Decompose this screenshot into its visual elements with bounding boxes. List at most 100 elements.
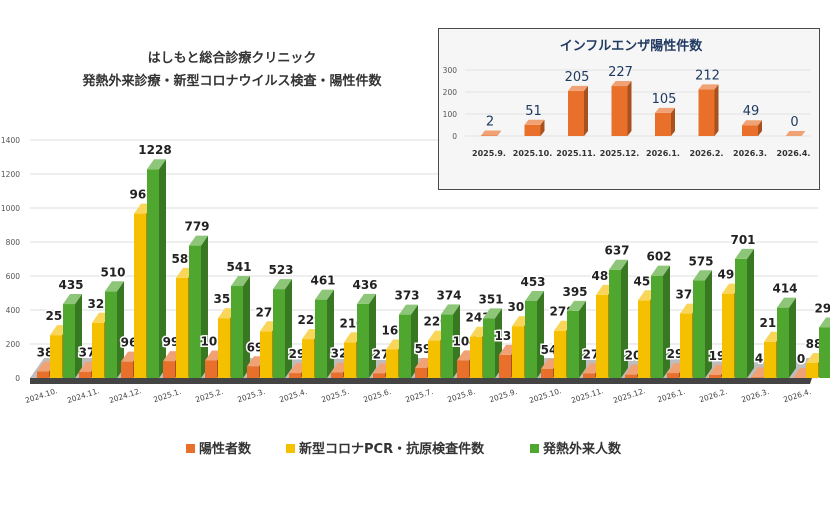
inset-data-label: 105 xyxy=(652,92,677,107)
x-tick-label: 2025.5. xyxy=(320,387,350,404)
bar xyxy=(693,270,712,378)
data-label: 37 xyxy=(79,346,96,360)
y-tick-label: 1200 xyxy=(1,170,20,179)
data-label: 38 xyxy=(37,346,54,360)
x-tick-label: 2025.2. xyxy=(194,387,224,404)
inset-y-tick-label: 300 xyxy=(443,66,458,75)
data-label: 523 xyxy=(268,263,293,277)
bar xyxy=(315,289,334,378)
bar xyxy=(525,290,544,378)
inset-y-tick-label: 100 xyxy=(443,110,458,119)
data-label: 88 xyxy=(806,337,823,351)
data-label: 1228 xyxy=(138,143,171,157)
x-tick-label: 2024.12. xyxy=(108,386,143,405)
bar xyxy=(651,265,670,378)
data-label: 373 xyxy=(394,289,419,303)
bar xyxy=(147,159,166,378)
bar xyxy=(273,279,292,378)
data-label: 96 xyxy=(121,336,138,350)
legend-swatch xyxy=(186,444,195,453)
y-tick-label: 200 xyxy=(6,340,21,349)
inset-data-label: 2 xyxy=(486,115,494,130)
data-label: 435 xyxy=(58,278,83,292)
y-tick-label: 400 xyxy=(6,306,21,315)
bar xyxy=(777,297,796,378)
bar xyxy=(609,259,628,378)
data-label: 436 xyxy=(352,278,377,292)
data-label: 461 xyxy=(310,274,335,288)
data-label: 59 xyxy=(415,342,432,356)
bar xyxy=(567,300,586,378)
bar xyxy=(441,304,460,378)
chart-title: はしもと総合診療クリニック xyxy=(148,50,317,66)
data-label: 637 xyxy=(604,244,629,258)
inset-x-tick-label: 2026.2. xyxy=(690,149,724,158)
data-label: 19 xyxy=(709,349,726,363)
inset-bar xyxy=(785,131,806,136)
y-tick-label: 800 xyxy=(6,238,21,247)
inset-data-label: 51 xyxy=(525,104,542,119)
data-label: 27 xyxy=(373,347,390,361)
data-label: 374 xyxy=(436,288,461,302)
inset-bar-group: 0 xyxy=(785,115,806,136)
x-tick-label: 2025.4. xyxy=(278,387,308,404)
legend: 陽性者数 新型コロナPCR・抗原検査件数 発熱外来人数 xyxy=(186,441,622,457)
inset-bar xyxy=(698,84,719,136)
data-label: 20 xyxy=(625,349,642,363)
bar xyxy=(735,248,754,378)
influenza-chart: インフルエンザ陽性件数 0 100 200 300 2 51 205 227 105 212 49… xyxy=(443,38,811,158)
inset-bar xyxy=(524,119,545,136)
data-label: 99 xyxy=(163,335,180,349)
bar xyxy=(231,276,250,378)
legend-label: 新型コロナPCR・抗原検査件数 xyxy=(299,441,485,457)
bar xyxy=(63,294,82,378)
bar xyxy=(189,235,208,378)
x-axis-ticks: 2024.10. 2024.11. 2024.12. 2025.1. 2025.2. 20… xyxy=(24,386,812,405)
inset-x-tick-label: 2026.1. xyxy=(646,149,680,158)
x-tick-label: 2025.1. xyxy=(152,387,182,404)
x-tick-label: 2025.11. xyxy=(570,386,605,405)
data-label: 453 xyxy=(520,275,545,289)
inset-title: インフルエンザ陽性件数 xyxy=(560,38,704,54)
data-label: 414 xyxy=(772,282,797,296)
inset-data-label: 0 xyxy=(790,115,798,130)
inset-bar-group: 227 xyxy=(608,65,633,136)
data-label: 701 xyxy=(730,233,755,247)
inset-bar xyxy=(742,120,762,136)
legend-label: 陽性者数 xyxy=(199,441,252,457)
inset-bar xyxy=(481,130,501,136)
legend-swatch xyxy=(530,444,539,453)
data-label: 0 xyxy=(797,352,805,366)
data-label: 575 xyxy=(688,254,713,268)
inset-bar-group: 51 xyxy=(524,104,545,136)
inset-bar-group: 105 xyxy=(652,92,677,136)
bar-group: 088 297 xyxy=(793,300,830,378)
inset-data-label: 49 xyxy=(743,104,760,119)
inset-x-tick-label: 2025.11. xyxy=(556,149,595,158)
data-label: 510 xyxy=(100,265,125,279)
x-tick-label: 2024.10. xyxy=(24,386,59,405)
inset-y-tick-label: 0 xyxy=(452,132,457,141)
bar xyxy=(357,293,376,378)
data-label: 541 xyxy=(226,260,251,274)
x-tick-label: 2025.8. xyxy=(446,387,476,404)
inset-data-label: 227 xyxy=(608,65,633,80)
inset-y-tick-label: 200 xyxy=(443,88,458,97)
inset-bar-group: 49 xyxy=(742,104,762,136)
y-tick-label: 600 xyxy=(6,272,21,281)
data-label: 32 xyxy=(331,347,348,361)
y-tick-label: 1400 xyxy=(1,136,20,145)
